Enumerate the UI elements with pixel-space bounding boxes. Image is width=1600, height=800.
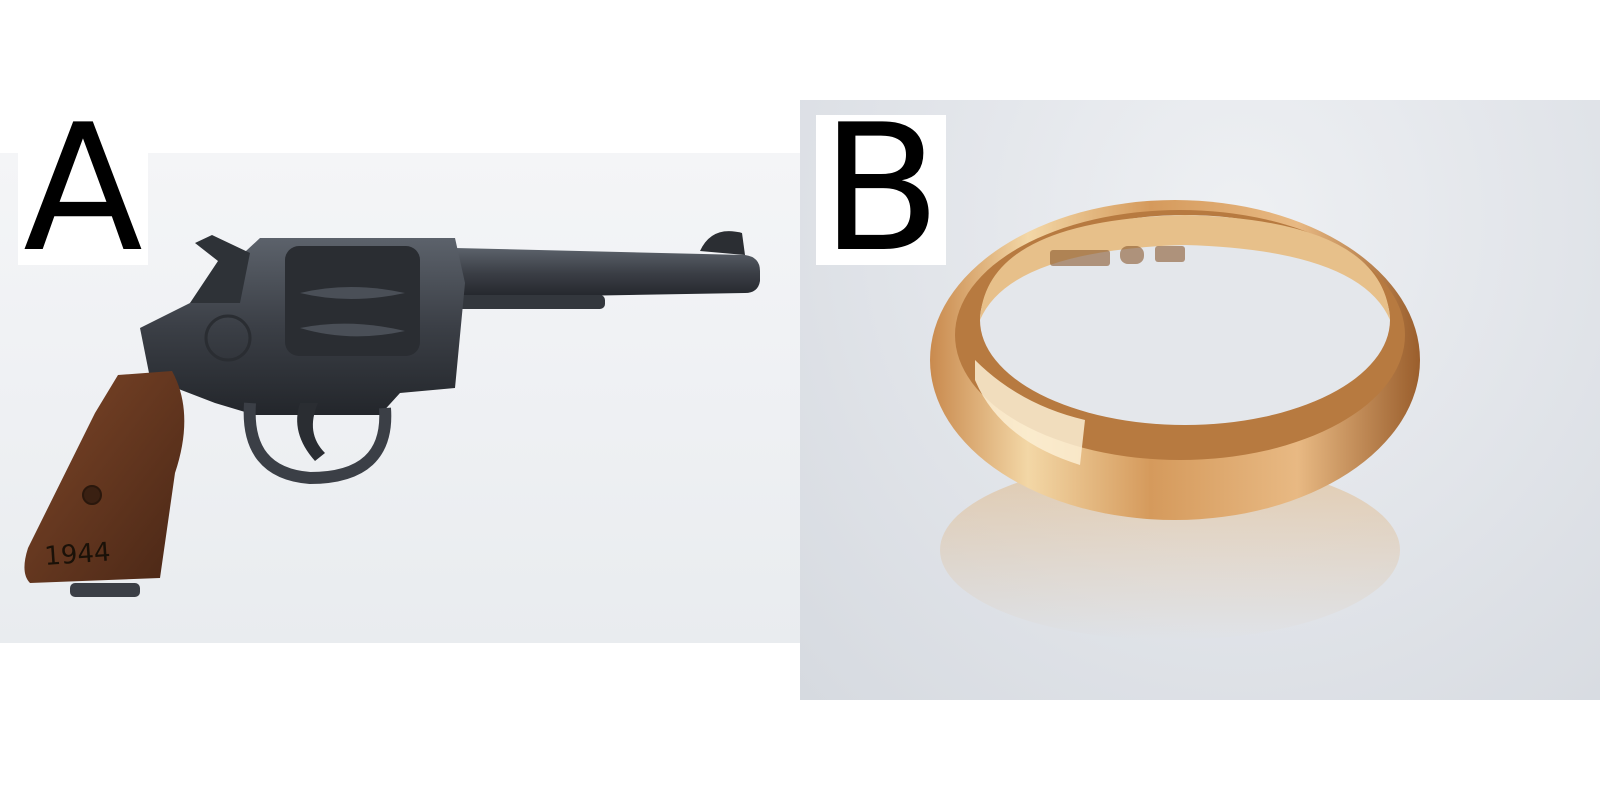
ring-inner-opening: [980, 215, 1390, 425]
revolver-trigger-guard: [243, 402, 392, 485]
cylinder-flute: [300, 323, 405, 337]
ring-hallmark: [1050, 250, 1110, 266]
revolver-ejector-rod: [455, 295, 605, 309]
panel-label-b: B: [816, 102, 946, 277]
panel-a-photo: 1944: [0, 153, 800, 643]
grip-inscription: 1944: [43, 537, 111, 572]
grip-screw: [82, 485, 102, 505]
ring-illustration: [930, 200, 1420, 640]
panel-label-a: A: [18, 102, 148, 277]
ring-inner-wall: [980, 215, 1390, 320]
revolver-butt: [70, 583, 140, 597]
cylinder-flute: [300, 287, 405, 299]
revolver-barrel: [455, 248, 760, 298]
revolver-trigger: [297, 403, 325, 461]
ring-hallmark: [1120, 246, 1144, 264]
revolver-front-sight: [700, 231, 745, 255]
revolver-grip: [24, 371, 185, 583]
ring-hallmark: [1155, 246, 1185, 262]
revolver-hammer: [190, 235, 250, 303]
ring-highlight: [975, 360, 1085, 465]
revolver-cylinder: [285, 246, 420, 356]
ring-reflection: [940, 460, 1400, 640]
revolver-illustration: 1944: [24, 231, 760, 597]
revolver-emblem: [204, 314, 252, 362]
